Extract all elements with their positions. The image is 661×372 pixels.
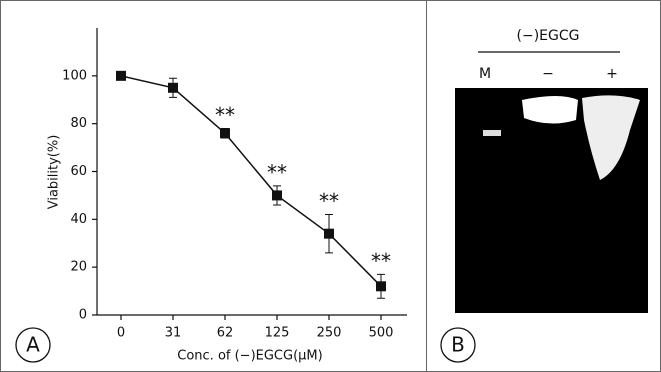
y-tick-label: 20 — [70, 260, 87, 275]
page: {"chart_data": {"type": "line", "panel_l… — [0, 0, 661, 372]
y-tick-label: 0 — [79, 308, 87, 323]
x-tick-label: 31 — [165, 326, 182, 341]
x-tick-label: 62 — [217, 326, 234, 341]
data-point — [376, 281, 386, 291]
gel-title: (−)EGCG — [517, 28, 580, 44]
series-line — [121, 76, 381, 286]
panel-label: B — [451, 333, 465, 357]
significance-marker: ** — [267, 160, 287, 184]
gel-marker-band — [483, 130, 501, 136]
y-tick-label: 40 — [70, 212, 87, 227]
significance-marker: ** — [215, 103, 235, 127]
x-tick-label: 500 — [369, 326, 394, 341]
figure: A B Viability(%) Conc. of (−)EGCG(μM) (−… — [0, 0, 661, 372]
panel-a-frame — [1, 1, 427, 372]
y-tick-label: 80 — [70, 116, 87, 131]
x-tick-label: 125 — [265, 326, 290, 341]
x-axis-label: Conc. of (−)EGCG(μM) — [177, 349, 322, 364]
x-tick-label: 0 — [117, 326, 125, 341]
data-point — [168, 83, 178, 93]
panel-label: A — [26, 333, 40, 357]
y-tick-label: 60 — [70, 164, 87, 179]
data-point — [324, 229, 334, 239]
y-axis-label: Viability(%) — [47, 135, 62, 210]
lane-label: M — [479, 66, 491, 82]
data-point — [220, 128, 230, 138]
y-tick-label: 100 — [62, 68, 87, 83]
lane-label: − — [542, 66, 554, 82]
data-point — [272, 190, 282, 200]
significance-marker: ** — [319, 189, 339, 213]
data-point — [116, 71, 126, 81]
x-tick-label: 250 — [317, 326, 342, 341]
significance-marker: ** — [371, 249, 391, 273]
lane-label: + — [606, 66, 618, 82]
gel-band — [522, 96, 578, 124]
